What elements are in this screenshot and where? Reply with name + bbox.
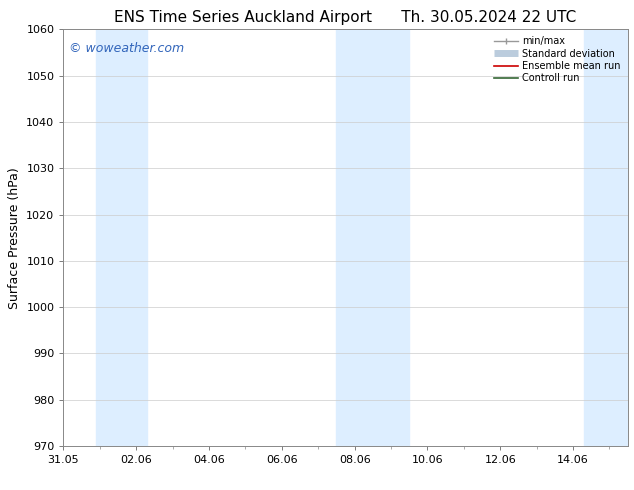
Bar	[584, 29, 628, 446]
Legend: min/max, Standard deviation, Ensemble mean run, Controll run: min/max, Standard deviation, Ensemble me…	[492, 34, 623, 85]
Text: © woweather.com: © woweather.com	[69, 42, 184, 55]
Title: ENS Time Series Auckland Airport      Th. 30.05.2024 22 UTC: ENS Time Series Auckland Airport Th. 30.…	[114, 10, 577, 25]
Y-axis label: Surface Pressure (hPa): Surface Pressure (hPa)	[8, 167, 21, 309]
Bar	[96, 29, 147, 446]
Bar	[337, 29, 409, 446]
